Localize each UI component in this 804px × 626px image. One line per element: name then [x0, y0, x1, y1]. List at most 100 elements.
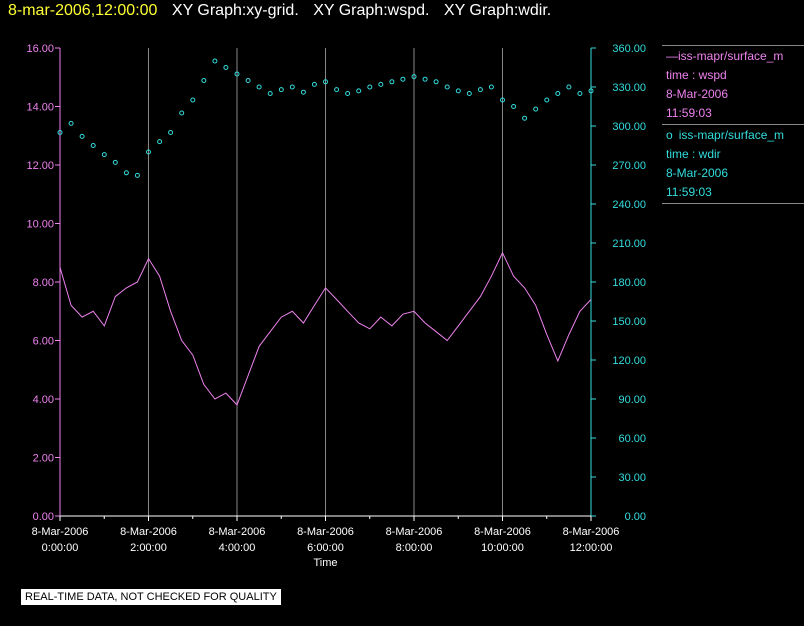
legend-series1-time: 11:59:03 [666, 106, 712, 120]
y-left-tick-label: 10.00 [26, 219, 54, 231]
y-right-tick-label: 0.00 [625, 511, 646, 523]
wdir-data-point [433, 79, 439, 85]
wdir-data-point [190, 97, 196, 103]
wdir-data-point [323, 79, 328, 85]
y-left-tick-label: 16.00 [26, 43, 54, 55]
y-right-tick-label: 210.00 [612, 238, 646, 250]
wdir-data-point [245, 78, 251, 83]
wdir-data-point [179, 110, 185, 116]
wdir-data-point [577, 91, 583, 96]
title-graph-wdir: XY Graph:wdir. [443, 2, 552, 19]
y-left-tick-label: 6.00 [33, 336, 54, 348]
legend-divider [662, 203, 804, 204]
legend-series1-date: 8-Mar-2006 [666, 87, 729, 101]
x-tick-label-time: 0:00:00 [42, 542, 79, 554]
wdir-data-point [477, 87, 483, 93]
x-tick-label-date: 8-Mar-2006 [120, 526, 177, 538]
wspd-series-line [59, 251, 592, 406]
title-date: 8-mar-2006,12:00:00 [8, 2, 158, 19]
x-tick-label-time: 8:00:00 [396, 542, 433, 554]
x-tick-label-time: 6:00:00 [307, 542, 344, 554]
wdir-data-point [522, 115, 528, 121]
legend-series2-var: time : wdir [666, 147, 721, 161]
legend-series2-symbol: o [666, 128, 673, 142]
wdir-data-point [278, 87, 284, 93]
y-right-tick-label: 150.00 [612, 316, 646, 328]
x-tick-label-date: 8-Mar-2006 [563, 526, 620, 538]
x-tick-label-date: 8-Mar-2006 [297, 526, 354, 538]
legend: —iss-mapr/surface_m time : wspd 8-Mar-20… [662, 44, 804, 205]
x-tick-label-date: 8-Mar-2006 [209, 526, 266, 538]
wdir-data-point [223, 65, 229, 70]
x-tick-label-date: 8-Mar-2006 [386, 526, 443, 538]
wdir-data-point [334, 87, 340, 93]
wdir-data-point [533, 106, 539, 112]
legend-divider [662, 45, 804, 46]
x-tick-label-time: 12:00:00 [570, 542, 613, 554]
x-tick-label-date: 8-Mar-2006 [32, 526, 89, 538]
wdir-data-point [411, 74, 417, 80]
wdir-data-point [57, 130, 63, 135]
y-left-tick-label: 2.00 [33, 453, 54, 465]
wdir-data-point [90, 143, 96, 148]
wdir-data-point [267, 91, 273, 96]
wdir-data-point [212, 58, 218, 64]
wdir-data-point [68, 120, 74, 126]
legend-series2-label: iss-mapr/surface_m [678, 128, 785, 142]
wdir-data-point [389, 79, 395, 85]
y-left-tick-label: 0.00 [33, 511, 54, 523]
wdir-data-point [345, 91, 351, 96]
legend-series1-label: iss-mapr/surface_m [678, 49, 784, 63]
legend-series1-symbol: — [666, 49, 678, 63]
y-right-tick-label: 330.00 [612, 82, 646, 94]
wdir-data-point [168, 130, 174, 135]
y-left-tick-label: 12.00 [26, 160, 54, 172]
wdir-data-point [311, 81, 317, 87]
y-right-tick-label: 270.00 [612, 160, 646, 172]
y-right-tick-label: 90.00 [618, 394, 646, 406]
wdir-data-point [201, 78, 207, 83]
y-right-tick-label: 30.00 [618, 472, 646, 484]
wdir-data-point [356, 88, 362, 94]
x-tick-label-time: 10:00:00 [481, 542, 524, 554]
y-right-tick-label: 180.00 [612, 277, 646, 289]
wdir-data-point [234, 71, 240, 77]
legend-series2-time: 11:59:03 [666, 185, 712, 199]
y-right-tick-label: 240.00 [612, 199, 646, 211]
legend-divider [662, 124, 804, 125]
wdir-data-point [112, 159, 118, 165]
wdir-data-point [300, 89, 306, 95]
wdir-data-point [511, 104, 517, 109]
title-graph-wspd: XY Graph:wspd. [313, 2, 430, 19]
wdir-data-point [566, 84, 572, 90]
wdir-data-point [544, 97, 550, 103]
x-tick-label-time: 2:00:00 [130, 542, 167, 554]
wdir-data-point [444, 84, 450, 90]
title-bar: 8-mar-2006,12:00:00 XY Graph:xy-grid. XY… [8, 2, 551, 20]
wdir-data-point [378, 81, 384, 87]
wdir-data-point [256, 84, 262, 90]
legend-series1-name: —iss-mapr/surface_m [662, 47, 804, 66]
x-axis-label: Time [313, 557, 337, 569]
x-tick-label-date: 8-Mar-2006 [474, 526, 531, 538]
wdir-data-point [500, 97, 505, 103]
legend-series2-name: o iss-mapr/surface_m [662, 126, 804, 145]
wdir-data-point [101, 152, 107, 158]
title-graph-xy-grid: XY Graph:xy-grid. [171, 2, 299, 19]
wdir-data-point [400, 76, 406, 82]
quality-disclaimer: REAL-TIME DATA, NOT CHECKED FOR QUALITY [20, 588, 282, 606]
wdir-data-point [289, 84, 295, 90]
wdir-data-point [422, 76, 428, 82]
wdir-data-point [488, 84, 494, 90]
wdir-data-point [146, 149, 151, 155]
y-left-tick-label: 8.00 [33, 277, 54, 289]
y-left-tick-label: 14.00 [26, 102, 54, 114]
wdir-data-point [555, 91, 561, 96]
y-right-tick-label: 60.00 [618, 433, 646, 445]
x-tick-label-time: 4:00:00 [219, 542, 256, 554]
y-left-tick-label: 4.00 [33, 394, 54, 406]
wdir-data-point [123, 170, 129, 176]
legend-series1-var: time : wspd [666, 68, 727, 82]
wdir-data-point [79, 133, 85, 139]
